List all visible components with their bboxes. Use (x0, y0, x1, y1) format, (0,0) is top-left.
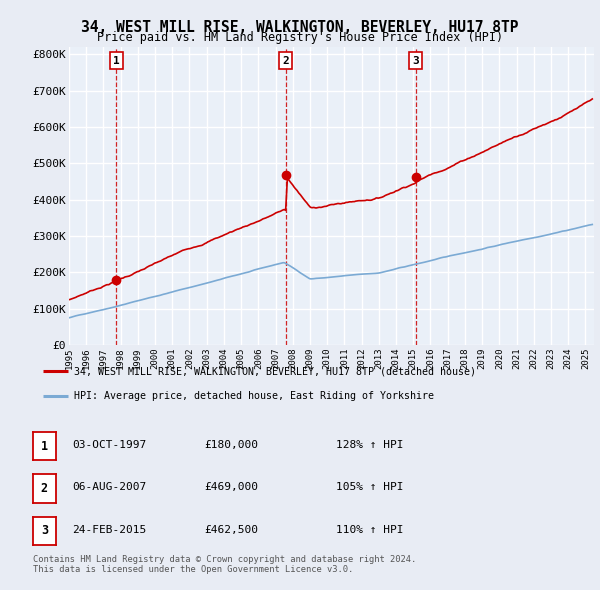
Text: 24-FEB-2015: 24-FEB-2015 (72, 525, 146, 535)
Text: 1: 1 (41, 440, 48, 453)
Text: £462,500: £462,500 (204, 525, 258, 535)
Text: Price paid vs. HM Land Registry's House Price Index (HPI): Price paid vs. HM Land Registry's House … (97, 31, 503, 44)
Text: 2: 2 (41, 482, 48, 495)
Text: 128% ↑ HPI: 128% ↑ HPI (336, 440, 404, 450)
Text: 1: 1 (113, 55, 120, 65)
Text: £469,000: £469,000 (204, 483, 258, 492)
Text: 110% ↑ HPI: 110% ↑ HPI (336, 525, 404, 535)
Text: Contains HM Land Registry data © Crown copyright and database right 2024.
This d: Contains HM Land Registry data © Crown c… (33, 555, 416, 574)
Text: HPI: Average price, detached house, East Riding of Yorkshire: HPI: Average price, detached house, East… (74, 391, 433, 401)
Text: 34, WEST MILL RISE, WALKINGTON, BEVERLEY, HU17 8TP: 34, WEST MILL RISE, WALKINGTON, BEVERLEY… (81, 20, 519, 35)
Text: 3: 3 (412, 55, 419, 65)
Text: 03-OCT-1997: 03-OCT-1997 (72, 440, 146, 450)
Text: 3: 3 (41, 525, 48, 537)
Text: 06-AUG-2007: 06-AUG-2007 (72, 483, 146, 492)
Text: 105% ↑ HPI: 105% ↑ HPI (336, 483, 404, 492)
Text: 2: 2 (283, 55, 289, 65)
Text: £180,000: £180,000 (204, 440, 258, 450)
Text: 34, WEST MILL RISE, WALKINGTON, BEVERLEY, HU17 8TP (detached house): 34, WEST MILL RISE, WALKINGTON, BEVERLEY… (74, 366, 476, 376)
